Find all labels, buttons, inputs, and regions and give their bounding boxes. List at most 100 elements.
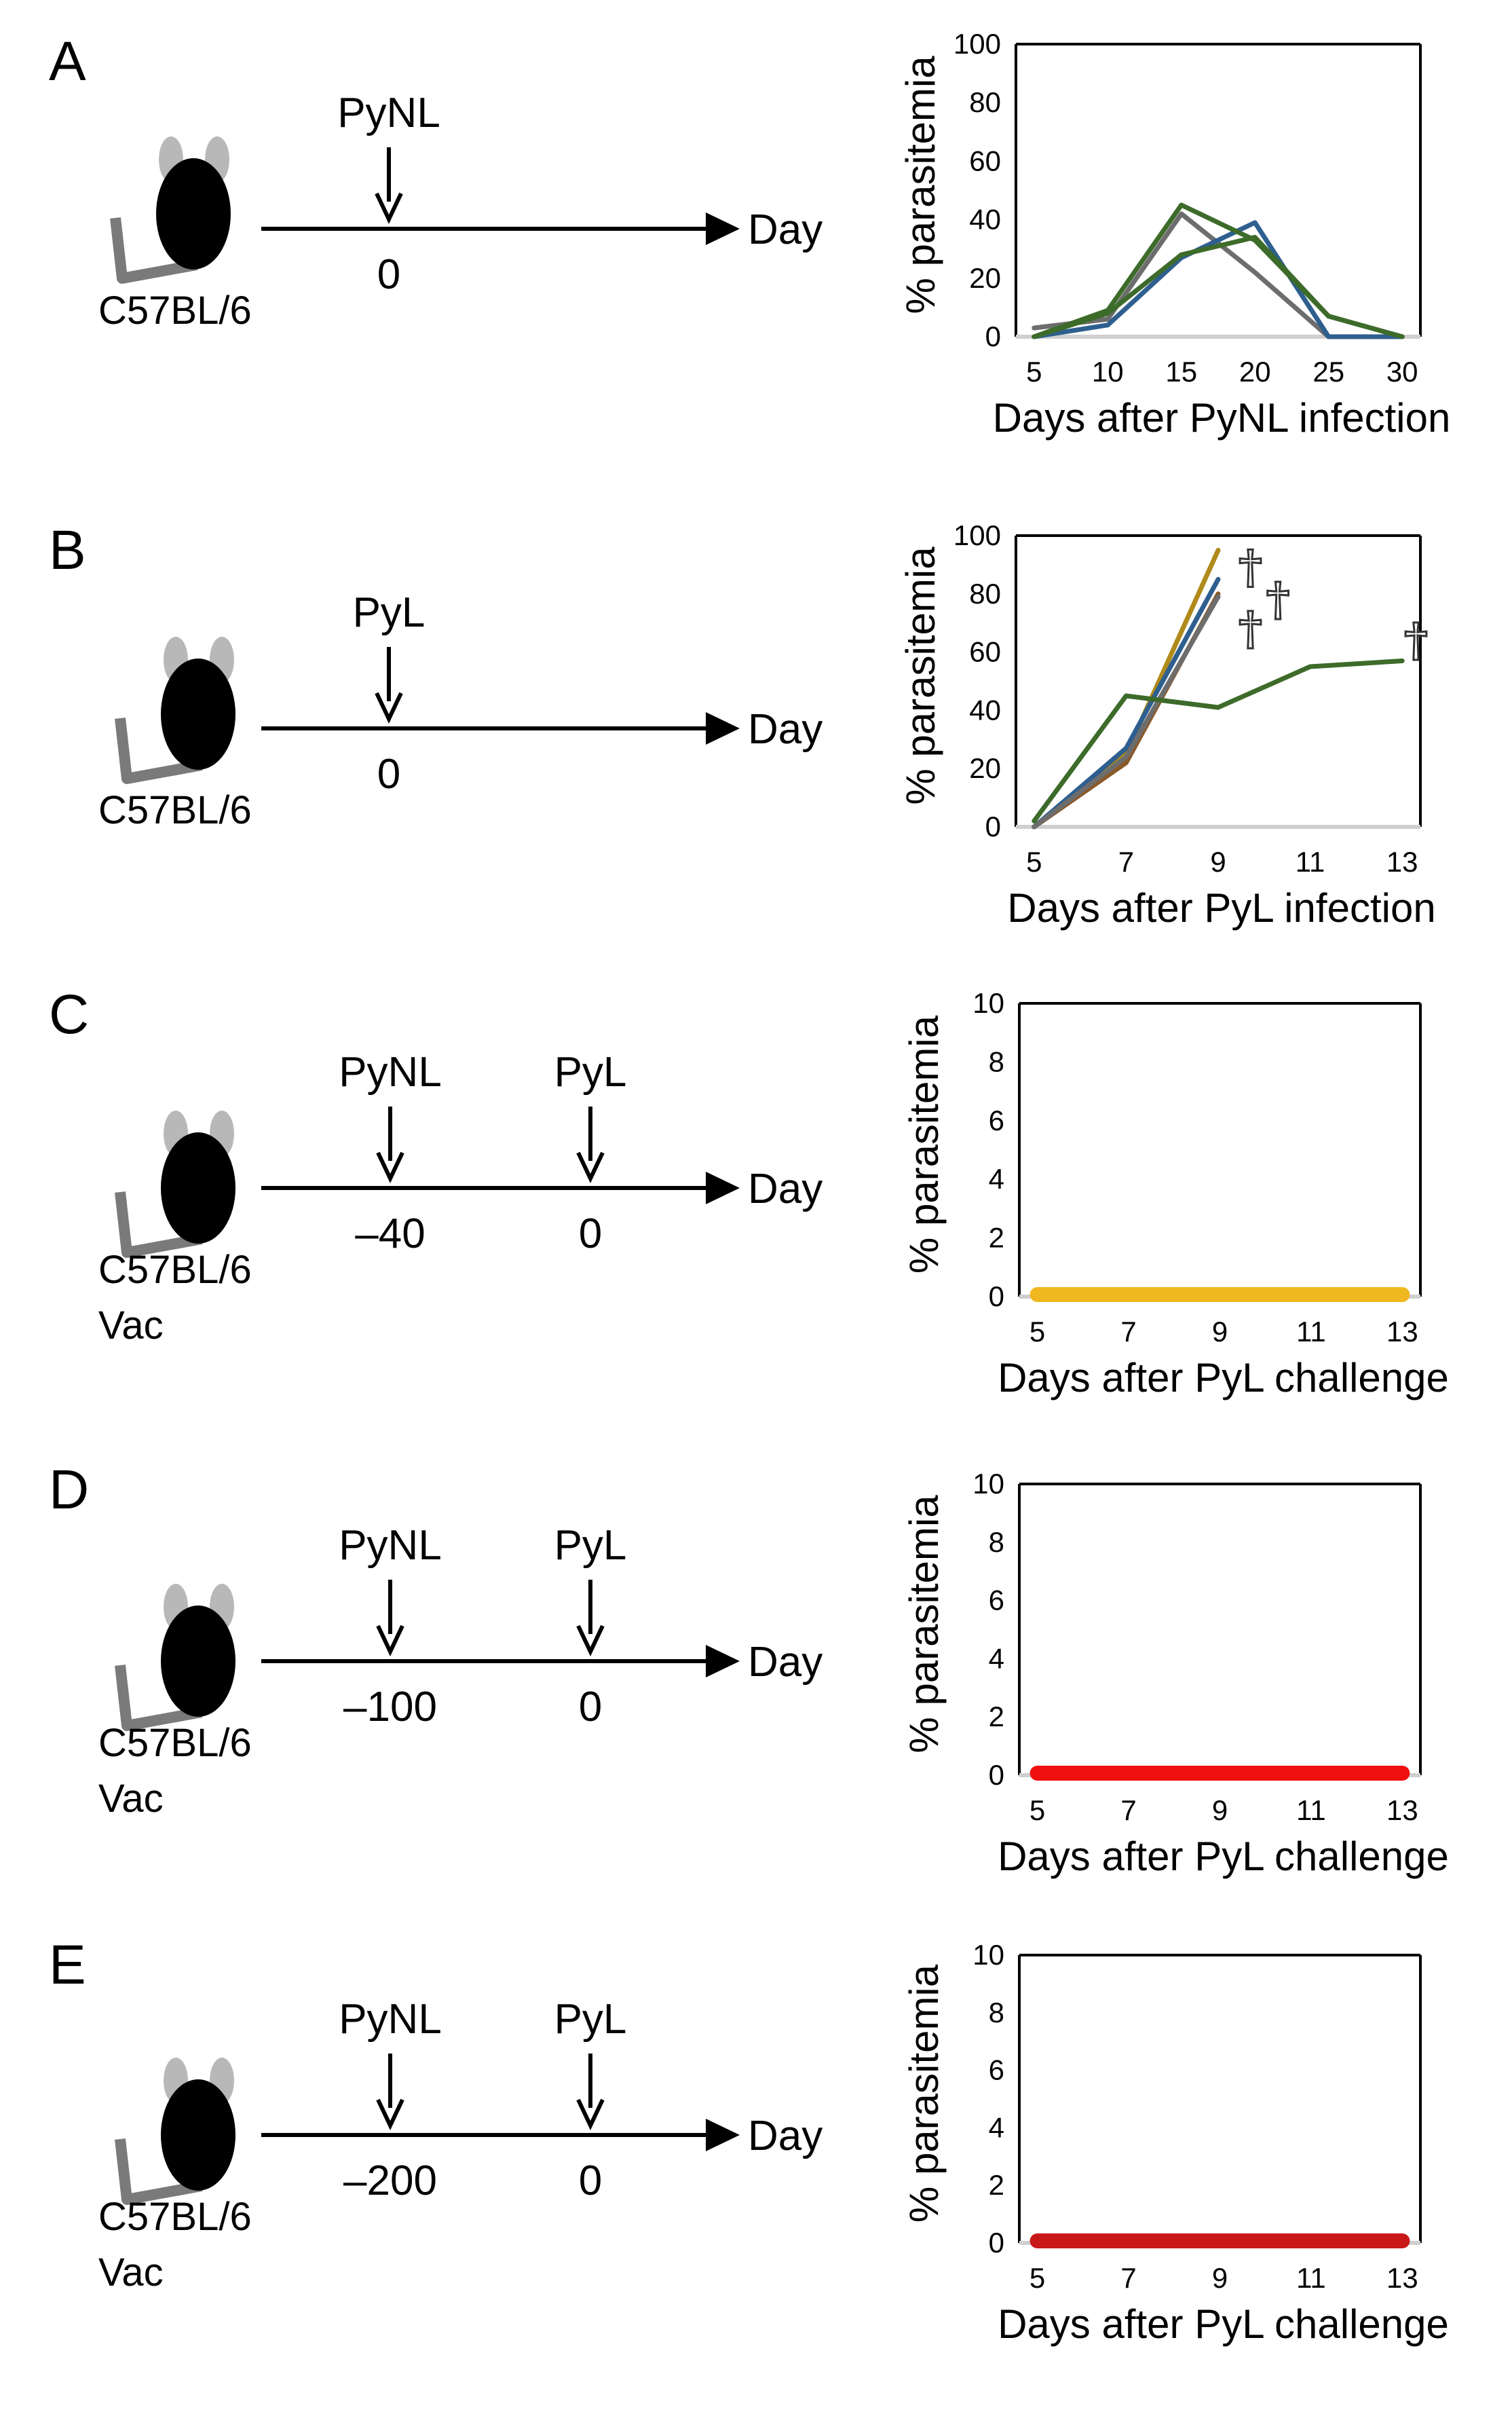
- event-name: PyNL: [339, 1522, 442, 1569]
- event-day-label: 0: [377, 251, 400, 298]
- event-name: PyNL: [337, 90, 440, 136]
- mouse-strain-label: C57BL/6: [98, 788, 252, 832]
- x-tick-label: 5: [1029, 2262, 1045, 2294]
- y-tick-label: 0: [989, 1280, 1004, 1312]
- series-line: [1032, 235, 1405, 339]
- timeline: Day PyNL –200 PyL 0: [261, 1996, 823, 2204]
- y-axis-title: % parasitemia: [898, 546, 943, 805]
- timeline-event: PyNL –200: [339, 1996, 442, 2204]
- mouse-strain-label: Vac: [98, 1303, 164, 1348]
- y-tick-label: 80: [969, 86, 1001, 118]
- event-day-label: 0: [579, 2157, 602, 2204]
- x-tick-label: 11: [1296, 1794, 1326, 1826]
- panel-letter: A: [49, 31, 86, 92]
- series-line: [1032, 594, 1221, 830]
- x-tick-label: 5: [1026, 846, 1042, 878]
- x-tick-label: 11: [1296, 2262, 1326, 2294]
- y-tick-label: 10: [972, 1468, 1004, 1500]
- timeline: Day PyNL –100 PyL 0: [261, 1522, 823, 1730]
- panel-letter: B: [49, 519, 86, 581]
- event-arrow-head: [376, 1624, 404, 1657]
- timeline: Day PyL 0: [261, 589, 823, 798]
- x-tick-label: 9: [1212, 2262, 1228, 2294]
- x-tick-label: 9: [1212, 1316, 1228, 1348]
- mouse-body: [161, 2079, 235, 2191]
- mouse-strain-label: Vac: [98, 2250, 164, 2295]
- parasitemia-chart: 0 20 40 60 80 100 5 10 15 20 25 30 Days after PyNL i…: [898, 28, 1450, 441]
- event-arrow-head: [576, 1624, 605, 1657]
- panel-c: C C57BL/6 Vac Day PyNL –40 PyL 0 0 2 4 6 8 10 5 7 9 11 13 D…: [49, 984, 1449, 1400]
- event-day-label: –40: [355, 1210, 425, 1257]
- mouse-strain-label: C57BL/6: [98, 289, 252, 333]
- y-tick-label: 4: [989, 1642, 1004, 1674]
- event-name: PyL: [554, 1996, 627, 2043]
- timeline-event: PyL 0: [554, 1522, 627, 1730]
- y-tick-label: 10: [972, 1939, 1004, 1971]
- y-tick-label: 2: [989, 2169, 1004, 2201]
- x-tick-label: 13: [1386, 846, 1418, 878]
- panel-letter: D: [49, 1459, 89, 1521]
- x-axis-title: Days after PyL challenge: [998, 1834, 1449, 1879]
- x-axis-title: Days after PyL challenge: [998, 2301, 1449, 2347]
- x-tick-label: 13: [1386, 1794, 1418, 1826]
- x-axis-title: Days after PyL infection: [1007, 885, 1435, 931]
- panel-letter: C: [49, 984, 89, 1045]
- y-axis-title: % parasitemia: [901, 1015, 947, 1274]
- timeline-arrowhead: [706, 712, 740, 745]
- event-arrow-head: [375, 692, 403, 724]
- mouse-tail: [115, 2138, 203, 2205]
- panel-e: E C57BL/6 Vac Day PyNL –200 PyL 0 0 2 4 6 8 10 5 7 9 11 13…: [49, 1934, 1449, 2347]
- y-tick-label: 100: [953, 519, 1001, 551]
- y-tick-label: 10: [972, 987, 1004, 1019]
- panel-a: A C57BL/6 Day PyNL 0 0 20 40 60 80 100 5 10 15 20 25 30 D…: [49, 28, 1450, 441]
- y-tick-label: 4: [989, 2111, 1004, 2143]
- event-day-label: –100: [343, 1684, 437, 1730]
- y-tick-label: 80: [969, 578, 1001, 610]
- y-tick-label: 20: [969, 752, 1001, 784]
- x-tick-label: 11: [1296, 846, 1325, 878]
- mouse-body: [161, 1605, 235, 1717]
- timeline-event: PyNL –40: [339, 1049, 442, 1257]
- mouse-body: [161, 1132, 235, 1244]
- event-day-label: 0: [579, 1684, 602, 1730]
- mouse-strain-label: Vac: [98, 1777, 164, 1821]
- timeline-end-label: Day: [748, 706, 823, 753]
- event-arrow-head: [376, 2098, 404, 2131]
- timeline-end-label: Day: [748, 1166, 823, 1212]
- y-tick-label: 0: [989, 1759, 1004, 1791]
- x-tick-label: 11: [1296, 1316, 1326, 1348]
- timeline-end-label: Day: [748, 1639, 823, 1686]
- y-tick-label: 8: [989, 1045, 1004, 1077]
- x-tick-label: 25: [1312, 356, 1344, 388]
- x-axis-title: Days after PyL challenge: [998, 1355, 1449, 1400]
- y-tick-label: 6: [989, 2054, 1004, 2086]
- y-tick-label: 6: [989, 1584, 1004, 1616]
- x-tick-label: 13: [1386, 1316, 1418, 1348]
- x-axis-title: Days after PyNL infection: [993, 395, 1451, 441]
- event-name: PyL: [353, 589, 426, 636]
- x-tick-label: 15: [1165, 356, 1197, 388]
- y-tick-label: 40: [969, 694, 1001, 726]
- panel-d: D C57BL/6 Vac Day PyNL –100 PyL 0 0 2 4 6 8 10 5 7 9 11 13…: [49, 1459, 1449, 1879]
- death-cross-icon: †: [1266, 572, 1290, 625]
- x-tick-label: 30: [1386, 356, 1418, 388]
- panel-b: B C57BL/6 Day PyL 0 0 20 40 60 80 100 5 7 9 11 13 Days a…: [49, 519, 1436, 931]
- x-tick-label: 20: [1239, 356, 1271, 388]
- y-tick-label: 8: [989, 1526, 1004, 1558]
- y-tick-label: 4: [989, 1163, 1004, 1195]
- y-tick-label: 60: [969, 145, 1001, 177]
- mouse-tail: [110, 217, 198, 284]
- event-name: PyL: [554, 1049, 627, 1096]
- mouse-icon: [115, 637, 235, 784]
- event-name: PyL: [554, 1522, 627, 1569]
- mouse-icon: [115, 2058, 235, 2205]
- mouse-strain-label: C57BL/6: [98, 1721, 252, 1765]
- mouse-strain-label: C57BL/6: [98, 1248, 252, 1292]
- y-tick-label: 8: [989, 1997, 1004, 2028]
- event-arrow-head: [376, 1151, 404, 1184]
- y-tick-label: 20: [969, 262, 1001, 294]
- event-day-label: 0: [377, 751, 400, 798]
- mouse-icon: [115, 1111, 235, 1258]
- x-tick-label: 10: [1092, 356, 1124, 388]
- y-tick-label: 0: [989, 2227, 1004, 2259]
